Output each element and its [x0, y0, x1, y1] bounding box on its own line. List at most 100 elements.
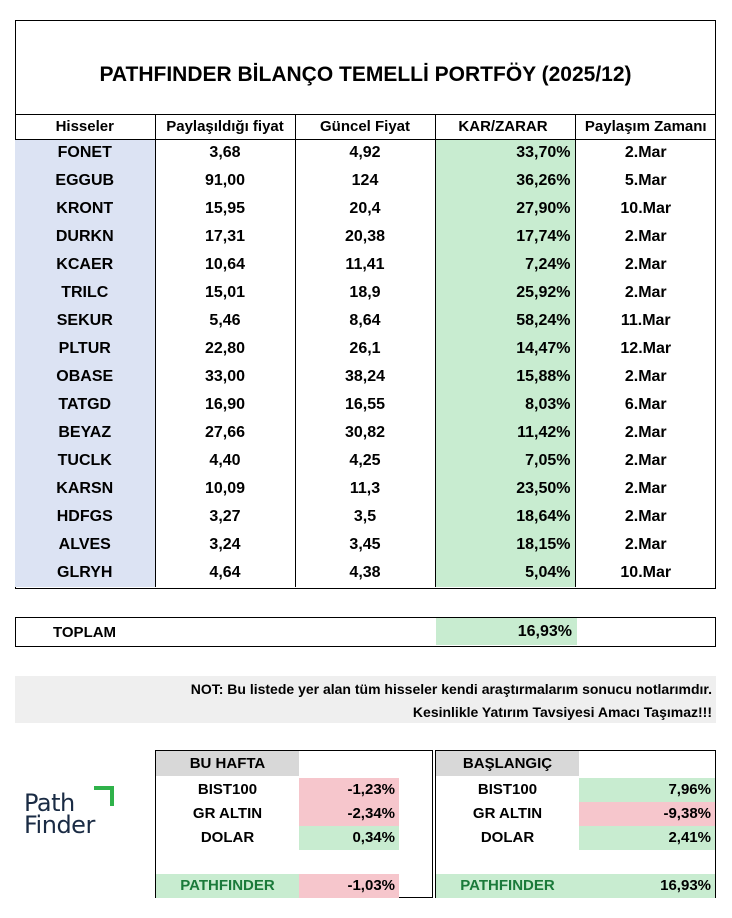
ticker-cell: KARSN [15, 475, 155, 503]
logo-line-1: Path [24, 789, 75, 817]
week-row-label: BIST100 [197, 781, 258, 798]
total-label: TOPLAM [53, 624, 117, 641]
table-row: KCAER 10,64 11,41 7,24% 2.Mar [15, 251, 716, 279]
shared-price-cell: 17,31 [154, 223, 295, 251]
shared-price-cell: 3,27 [154, 503, 295, 531]
share-date-cell: 2.Mar [574, 503, 716, 531]
start-row: DOLAR 2,41% [436, 826, 715, 850]
ticker-cell: PLTUR [15, 335, 155, 363]
shared-price-cell: 5,46 [154, 307, 295, 335]
share-date-cell: 2.Mar [574, 279, 716, 307]
ticker-cell: EGGUB [15, 167, 155, 195]
table-row: KARSN 10,09 11,3 23,50% 2.Mar [15, 475, 716, 503]
table-row: EGGUB 91,00 124 36,26% 5.Mar [15, 167, 716, 195]
shared-price-cell: 3,24 [154, 531, 295, 559]
note-line-2: Kesinlikle Yatırım Tavsiyesi Amacı Taşım… [412, 704, 712, 720]
share-date-cell: 12.Mar [574, 335, 716, 363]
current-price-cell: 4,25 [294, 447, 435, 475]
week-row-label: GR ALTIN [192, 805, 263, 822]
shared-price-cell: 91,00 [154, 167, 295, 195]
start-row-label: DOLAR [480, 829, 535, 846]
shared-price-cell: 15,01 [154, 279, 295, 307]
disclaimer-note: NOT: Bu listede yer alan tüm hisseler ke… [15, 676, 716, 723]
table-row: OBASE 33,00 38,24 15,88% 2.Mar [15, 363, 716, 391]
current-price-cell: 4,92 [294, 139, 435, 167]
start-summary-value: 16,93% [579, 874, 715, 898]
table-row: PLTUR 22,80 26,1 14,47% 12.Mar [15, 335, 716, 363]
profit-loss-cell: 8,03% [434, 391, 575, 419]
current-price-cell: 26,1 [294, 335, 435, 363]
this-week-title: BU HAFTA [156, 751, 299, 776]
share-date-cell: 10.Mar [574, 195, 716, 223]
profit-loss-cell: 36,26% [434, 167, 575, 195]
current-price-cell: 8,64 [294, 307, 435, 335]
current-price-cell: 20,38 [294, 223, 435, 251]
week-row-value: 0,34% [299, 826, 399, 850]
current-price-cell: 30,82 [294, 419, 435, 447]
shared-price-cell: 33,00 [154, 363, 295, 391]
table-header-row: Hisseler Paylaşıldığı fiyat Güncel Fiyat… [15, 114, 716, 140]
table-row: ALVES 3,24 3,45 18,15% 2.Mar [15, 531, 716, 559]
current-price-cell: 11,41 [294, 251, 435, 279]
current-price-cell: 4,38 [294, 559, 435, 587]
share-date-cell: 2.Mar [574, 531, 716, 559]
current-price-cell: 3,45 [294, 531, 435, 559]
table-row: HDFGS 3,27 3,5 18,64% 2.Mar [15, 503, 716, 531]
shared-price-cell: 27,66 [154, 419, 295, 447]
start-row-value: 7,96% [579, 778, 715, 802]
start-summary-label: PATHFINDER [436, 874, 579, 898]
ticker-cell: TATGD [15, 391, 155, 419]
profit-loss-cell: 17,74% [434, 223, 575, 251]
share-date-cell: 6.Mar [574, 391, 716, 419]
column-header-share-date: Paylaşım Zamanı [574, 114, 716, 140]
current-price-cell: 3,5 [294, 503, 435, 531]
week-row: BIST100 -1,23% [156, 778, 432, 802]
logo-line-2: Finder [24, 811, 95, 839]
week-row: GR ALTIN -2,34% [156, 802, 432, 826]
share-date-cell: 2.Mar [574, 139, 716, 167]
column-header-current-price: Güncel Fiyat [294, 114, 435, 140]
profit-loss-cell: 7,24% [434, 251, 575, 279]
table-row: TRILC 15,01 18,9 25,92% 2.Mar [15, 279, 716, 307]
profit-loss-cell: 58,24% [434, 307, 575, 335]
week-row: DOLAR 0,34% [156, 826, 432, 850]
profit-loss-cell: 23,50% [434, 475, 575, 503]
shared-price-cell: 16,90 [154, 391, 295, 419]
column-header-shared-price: Paylaşıldığı fiyat [154, 114, 295, 140]
table-row: BEYAZ 27,66 30,82 11,42% 2.Mar [15, 419, 716, 447]
ticker-cell: GLRYH [15, 559, 155, 587]
profit-loss-cell: 7,05% [434, 447, 575, 475]
note-line-1: NOT: Bu listede yer alan tüm hisseler ke… [190, 681, 712, 697]
ticker-cell: ALVES [15, 531, 155, 559]
ticker-cell: OBASE [15, 363, 155, 391]
profit-loss-cell: 18,64% [434, 503, 575, 531]
start-row-value: -9,38% [579, 802, 715, 826]
week-row-label: DOLAR [200, 829, 255, 846]
share-date-cell: 2.Mar [574, 419, 716, 447]
shared-price-cell: 3,68 [154, 139, 295, 167]
current-price-cell: 16,55 [294, 391, 435, 419]
current-price-cell: 20,4 [294, 195, 435, 223]
ticker-cell: KCAER [15, 251, 155, 279]
shared-price-cell: 4,64 [154, 559, 295, 587]
table-row: FONET 3,68 4,92 33,70% 2.Mar [15, 139, 716, 167]
shared-price-cell: 4,40 [154, 447, 295, 475]
page-title: PATHFINDER BİLANÇO TEMELLİ PORTFÖY (2025… [99, 63, 632, 86]
ticker-cell: FONET [15, 139, 155, 167]
ticker-cell: TRILC [15, 279, 155, 307]
table-row: SEKUR 5,46 8,64 58,24% 11.Mar [15, 307, 716, 335]
share-date-cell: 11.Mar [574, 307, 716, 335]
since-start-table: BAŞLANGIÇ BIST100 7,96% GR ALTIN -9,38% DOLA… [435, 750, 716, 898]
table-row: GLRYH 4,64 4,38 5,04% 10.Mar [15, 559, 716, 587]
current-price-cell: 38,24 [294, 363, 435, 391]
share-date-cell: 2.Mar [574, 223, 716, 251]
current-price-cell: 124 [294, 167, 435, 195]
ticker-cell: HDFGS [15, 503, 155, 531]
week-summary-value: -1,03% [299, 874, 399, 898]
share-date-cell: 2.Mar [574, 475, 716, 503]
column-header-profit-loss: KAR/ZARAR [434, 114, 575, 140]
ticker-cell: KRONT [15, 195, 155, 223]
logo-arrow-icon [94, 786, 114, 806]
start-summary-row: PATHFINDER 16,93% [436, 874, 715, 898]
shared-price-cell: 10,09 [154, 475, 295, 503]
